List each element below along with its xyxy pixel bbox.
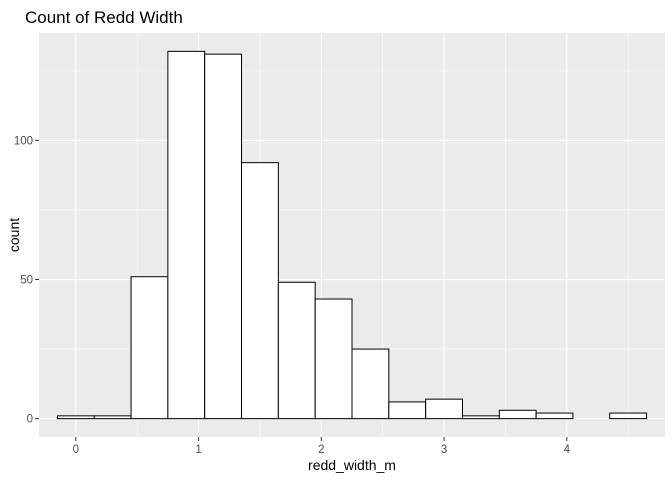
x-tick-label: 4: [564, 444, 571, 456]
y-axis-label: count: [6, 218, 22, 252]
histogram-bars: [56, 50, 648, 420]
y-tick-label: 100: [14, 135, 33, 147]
histogram-bar: [204, 53, 243, 420]
histogram-bar: [351, 348, 390, 420]
chart-title: Count of Redd Width: [25, 8, 183, 27]
x-tick-label: 1: [195, 444, 201, 456]
histogram-bar: [56, 415, 95, 420]
histogram-bar: [93, 415, 132, 420]
histogram-bar: [130, 276, 169, 420]
histogram-bar: [535, 412, 574, 420]
x-tick-label: 0: [73, 444, 79, 456]
x-axis-ticks: 0 1 2 3 4: [73, 437, 571, 456]
x-axis-label: redd_width_m: [308, 457, 396, 473]
histogram-bar: [277, 281, 316, 420]
histogram-bar: [498, 409, 537, 420]
x-tick-label: 3: [441, 444, 447, 456]
y-axis-ticks: 0 50 100: [14, 135, 39, 426]
histogram-bar: [388, 401, 427, 420]
histogram-bar: [314, 298, 353, 420]
y-tick-label: 0: [27, 414, 33, 426]
histogram-bar: [609, 412, 648, 420]
y-tick-label: 50: [20, 275, 33, 287]
histogram-bar: [461, 415, 500, 420]
histogram-bar: [167, 50, 206, 420]
histogram-bar: [241, 162, 279, 420]
histogram-bar: [425, 398, 463, 420]
x-tick-label: 2: [318, 444, 324, 456]
